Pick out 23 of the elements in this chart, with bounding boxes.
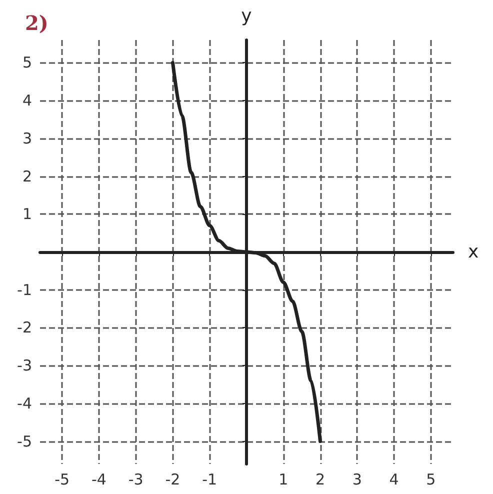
x-tick-label: 3 [352,470,362,488]
y-tick-label: -3 [17,356,32,375]
x-tick-label: -4 [92,470,106,488]
y-tick-label: -5 [17,432,32,450]
x-tick-label: 5 [426,470,436,488]
y-tick-label: 2 [22,167,32,186]
x-tick-label: 2 [315,470,326,488]
x-tick-label: -5 [54,470,70,488]
x-tick-label: 1 [278,470,288,488]
x-axis-title: x [468,242,479,262]
y-tick-label: -2 [17,318,32,337]
y-tick-label: 5 [22,54,32,72]
y-tick-label: -4 [17,394,32,412]
x-tick-label: -3 [128,470,144,488]
y-tick-label: 1 [22,205,32,224]
y-tick-label: 4 [22,92,32,110]
x-tick-label: -2 [165,470,180,488]
x-tick-label: -1 [202,470,218,488]
y-tick-label: -1 [17,280,32,299]
y-tick-label: 3 [22,129,32,148]
x-tick-label: 4 [389,470,399,488]
chart-title: 2) [25,11,48,35]
y-axis-title: y [241,6,252,26]
